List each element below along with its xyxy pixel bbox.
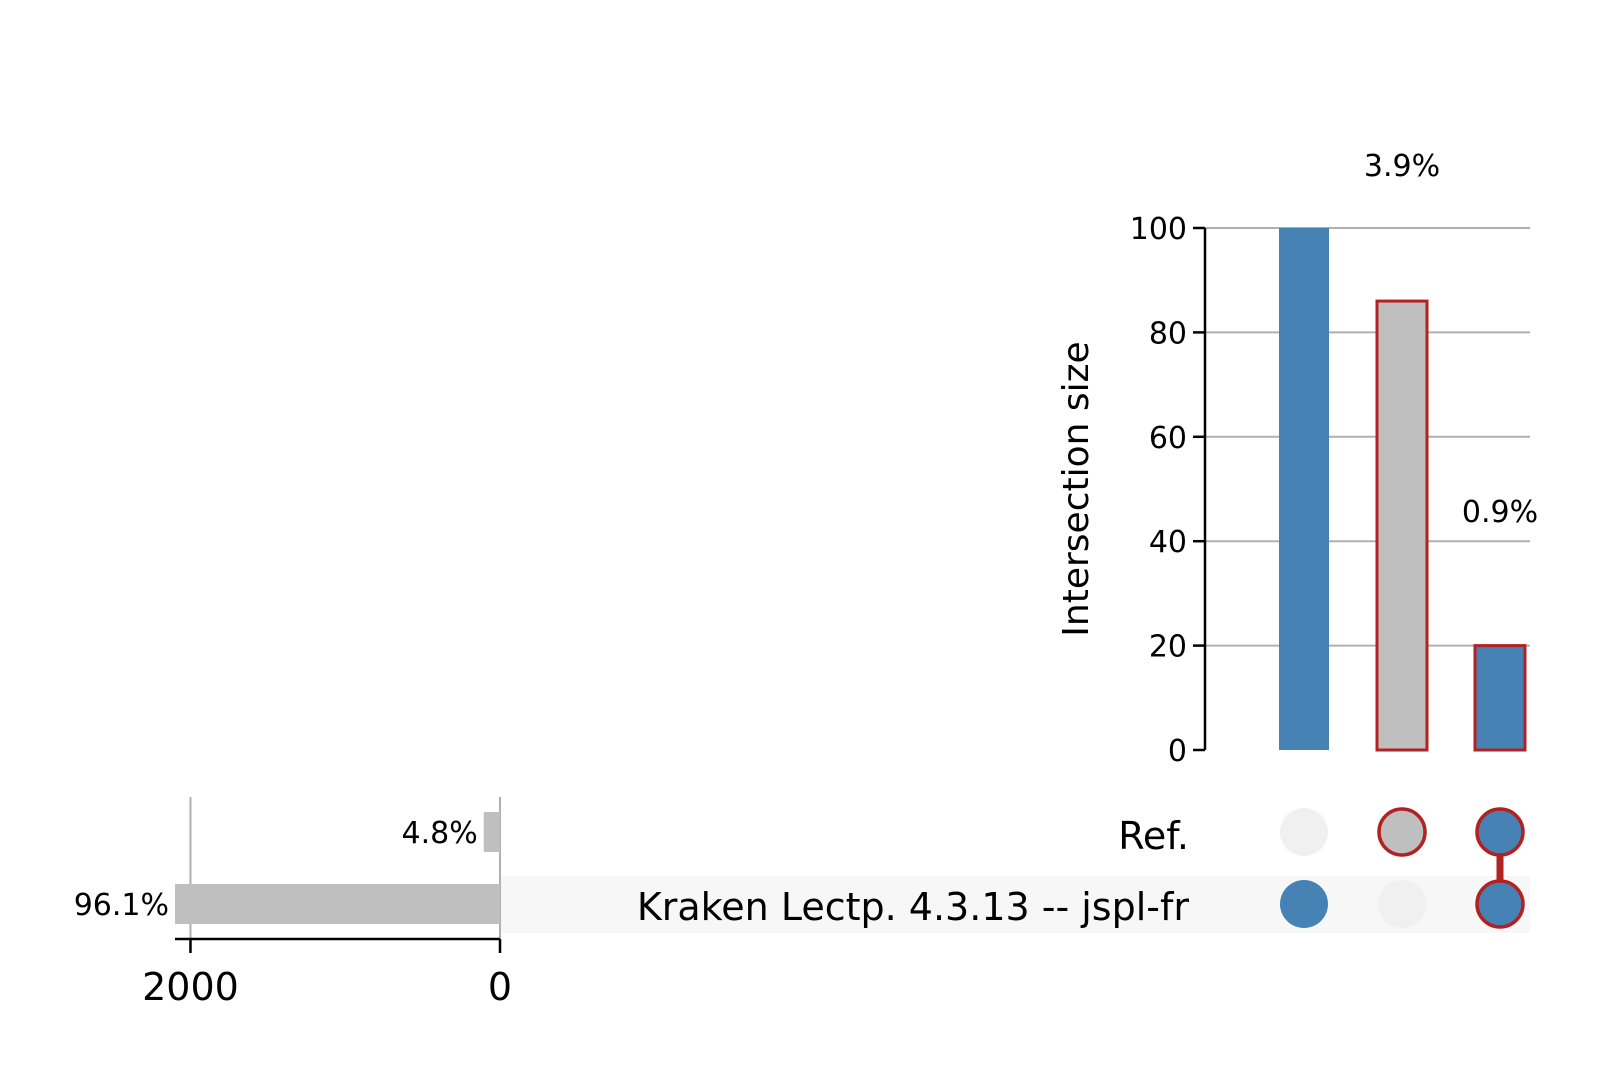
set-size-label: 96.1%	[74, 888, 169, 923]
matrix-dot-active	[1280, 880, 1328, 928]
set-name-kraken: Kraken Lectp. 4.3.13 -- jspl-fr	[637, 885, 1190, 929]
y-tick-label: 0	[1168, 734, 1187, 769]
intersection-bars: 3.9% 0.9%	[1279, 149, 1538, 752]
set-size-label: 4.8%	[402, 816, 478, 851]
matrix-dot-inactive	[1378, 880, 1426, 928]
y-tick-label: 20	[1149, 630, 1187, 665]
intersection-grid	[1205, 227, 1530, 647]
set-size-bar	[483, 812, 500, 852]
intersection-bar	[1279, 228, 1329, 750]
matrix-dot-active	[1475, 807, 1525, 857]
set-size-tick-label: 0	[488, 965, 512, 1009]
intersection-bar	[1375, 299, 1429, 752]
set-size-panel: 2000 0 4.8% 96.1%	[74, 797, 512, 1009]
intersection-y-axis-label: Intersection size	[1056, 341, 1097, 636]
set-size-bar	[175, 884, 500, 924]
matrix-dots	[1280, 807, 1525, 929]
y-tick-label: 100	[1130, 212, 1187, 247]
intersection-y-ticks: 0 20 40 60 80 100	[1130, 212, 1205, 769]
matrix-dot-inactive	[1280, 808, 1328, 856]
set-size-tick-label: 2000	[142, 965, 239, 1009]
intersection-bar-label: 0.9%	[1462, 495, 1538, 530]
y-tick-label: 40	[1149, 525, 1187, 560]
matrix-row-shade	[500, 876, 1530, 933]
intersection-bar-label: 3.9%	[1364, 149, 1440, 184]
intersection-bar	[1473, 644, 1527, 752]
y-tick-label: 80	[1149, 316, 1187, 351]
matrix-dot-active	[1475, 879, 1525, 929]
matrix-dot-active	[1377, 807, 1427, 857]
y-tick-label: 60	[1149, 421, 1187, 456]
set-name-ref: Ref.	[1118, 814, 1189, 858]
